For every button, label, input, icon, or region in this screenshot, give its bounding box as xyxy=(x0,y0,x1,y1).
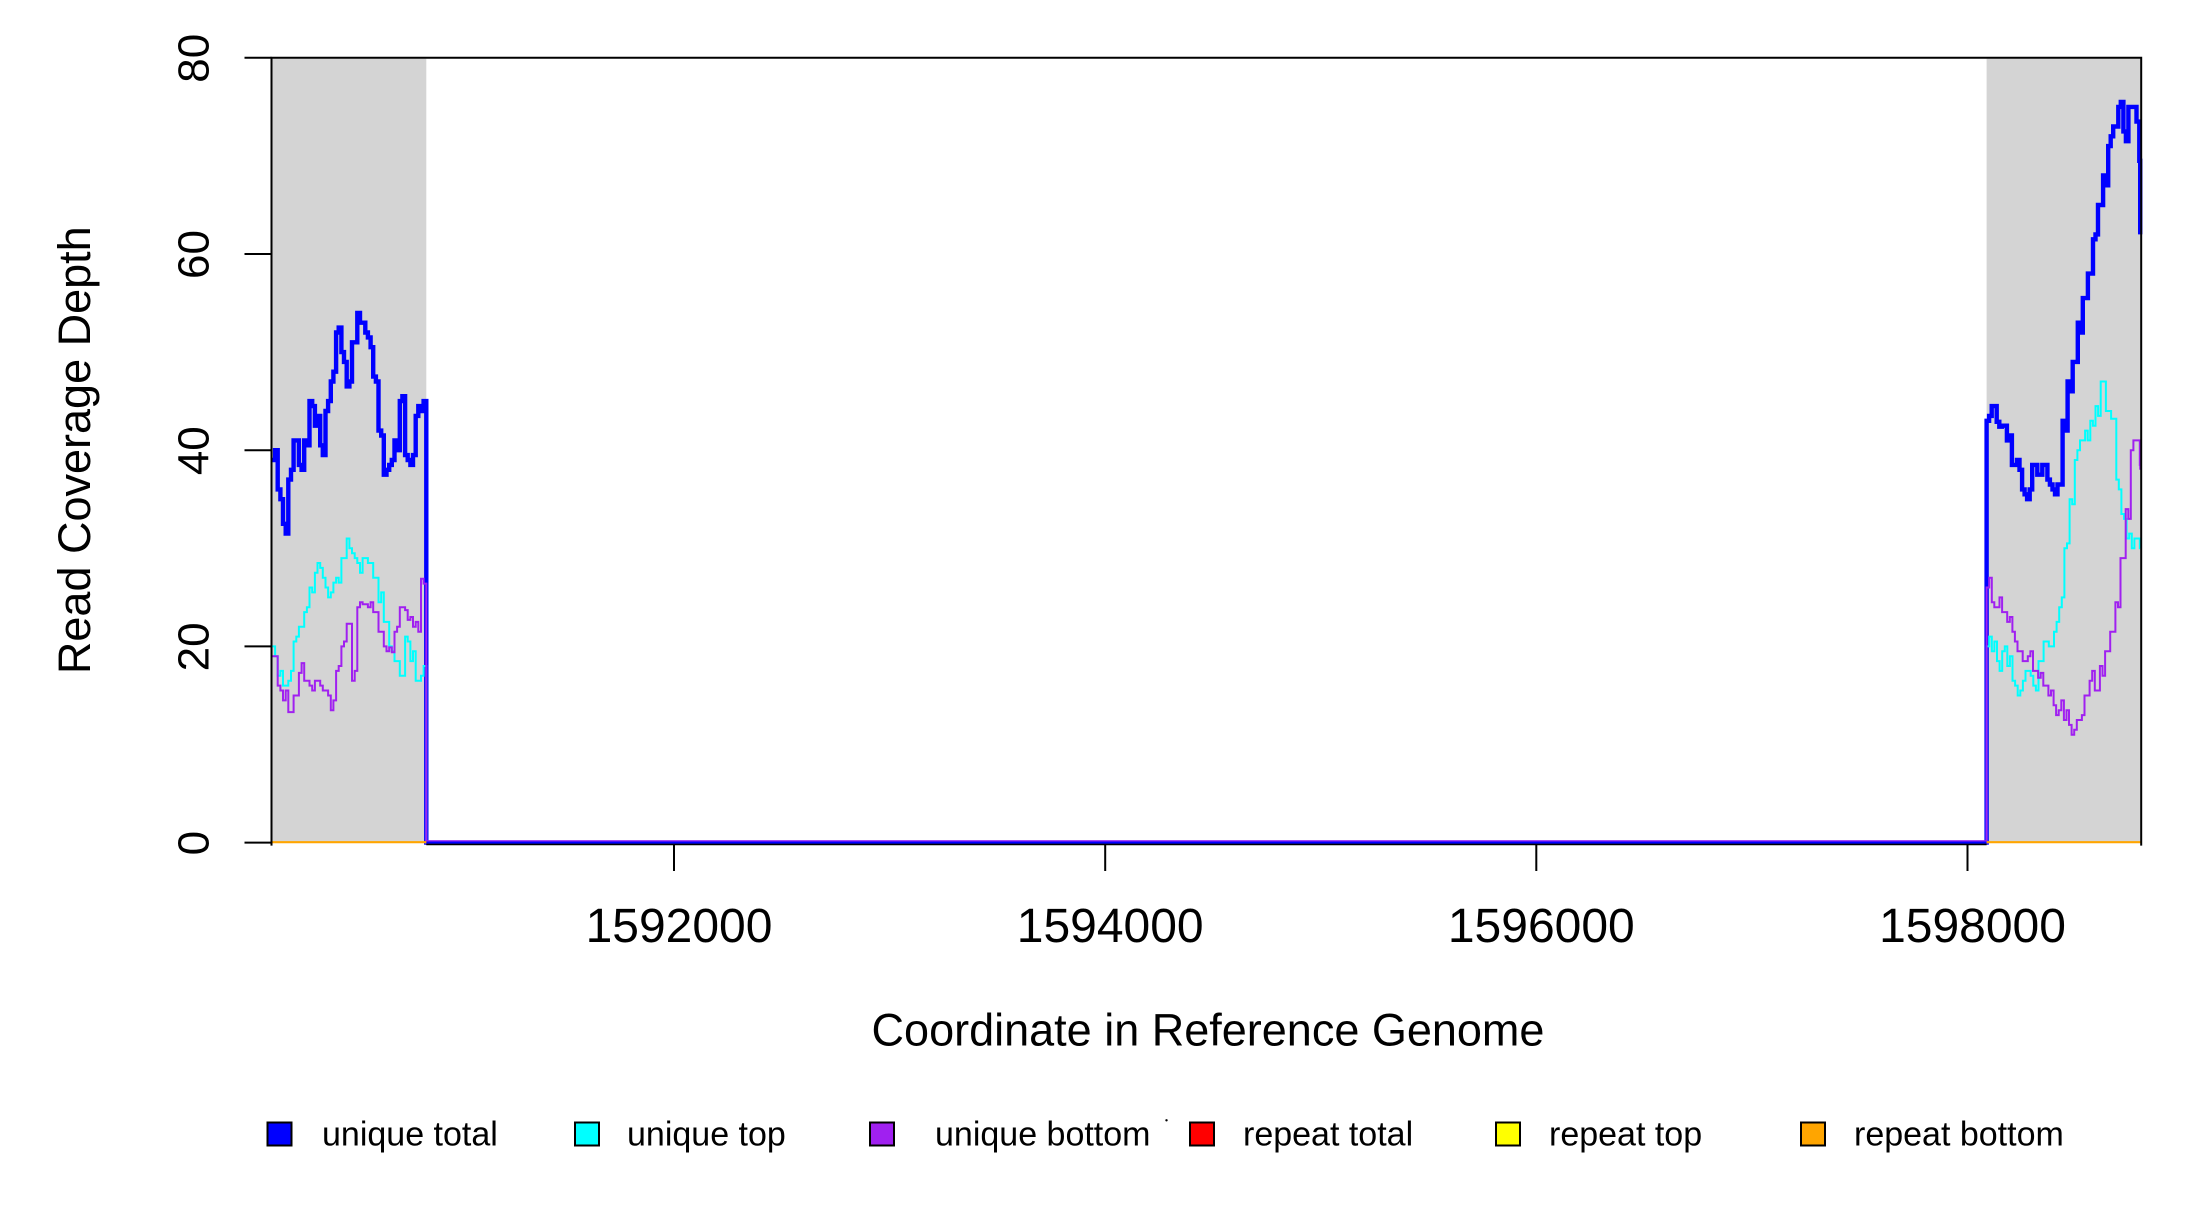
svg-text:Coordinate in Reference Genome: Coordinate in Reference Genome xyxy=(872,1005,1545,1056)
svg-text:20: 20 xyxy=(170,622,219,671)
svg-text:1596000: 1596000 xyxy=(1448,900,1635,953)
svg-text:repeat bottom: repeat bottom xyxy=(1854,1116,2064,1154)
svg-text:repeat total: repeat total xyxy=(1243,1116,1413,1154)
svg-text:60: 60 xyxy=(170,230,219,279)
svg-text:unique top: unique top xyxy=(627,1116,786,1154)
svg-text:Read Coverage Depth: Read Coverage Depth xyxy=(49,226,100,674)
svg-text:1594000: 1594000 xyxy=(1017,900,1204,953)
svg-text:repeat top: repeat top xyxy=(1549,1116,1702,1154)
svg-text:1592000: 1592000 xyxy=(586,900,773,953)
svg-text:unique bottom: unique bottom xyxy=(935,1116,1151,1154)
svg-text:40: 40 xyxy=(170,426,219,475)
svg-text:1598000: 1598000 xyxy=(1879,900,2066,953)
svg-text:80: 80 xyxy=(170,34,219,83)
svg-text:unique total: unique total xyxy=(322,1116,498,1154)
svg-text:0: 0 xyxy=(170,831,219,855)
